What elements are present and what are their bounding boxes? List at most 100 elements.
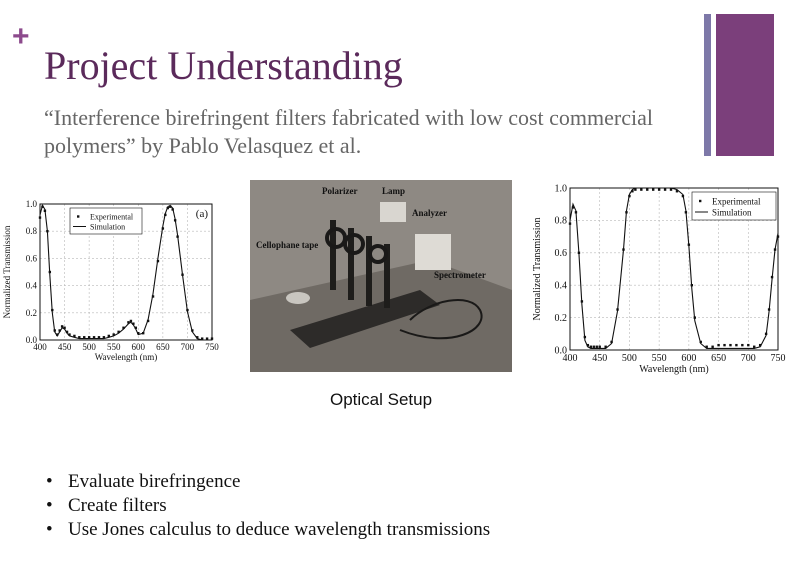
data-point-experimental [586, 343, 590, 347]
y-tick-label: 0.6 [555, 248, 568, 259]
photo-label-analyzer: Analyzer [412, 208, 447, 218]
left-transmission-chart: 400 450 500 550 600 650 700 750 0.0 0.2 0.4 0.6 0.8 1… [2, 196, 224, 366]
data-point-experimental [65, 330, 69, 334]
accent-bar-thin [704, 14, 711, 156]
data-point-experimental [210, 337, 214, 340]
data-point-experimental [598, 345, 601, 348]
chart-svg: 400 450 500 550 600 650 700 750 0.0 0.2 0.4 0.6 0.8 1… [532, 183, 786, 375]
data-point-experimental [137, 332, 140, 335]
y-tick-label: 1.0 [26, 199, 38, 209]
optical-setup-photo: Polarizer Lamp Analyzer Cellophane tape … [250, 180, 512, 372]
y-axis-label: Normalized Transmission [2, 225, 12, 318]
y-tick-label: 0.2 [555, 313, 568, 324]
x-axis-label: Wavelength (nm) [639, 364, 708, 375]
data-point-experimental [38, 216, 42, 219]
data-point-experimental [741, 343, 744, 347]
y-tick-label: 0.0 [26, 335, 38, 345]
data-point-experimental [717, 343, 720, 347]
x-tick-label: 700 [181, 342, 195, 352]
slide-title: Project Understanding [44, 43, 403, 88]
data-point-experimental [63, 326, 66, 329]
data-point-experimental [134, 326, 138, 329]
data-point-experimental [735, 343, 738, 347]
data-point-experimental [56, 333, 59, 336]
y-tick-label: 0.8 [26, 226, 38, 236]
data-point-experimental [595, 345, 598, 348]
data-point-experimental [663, 188, 667, 191]
x-tick-label: 600 [132, 342, 146, 352]
data-point-experimental [675, 190, 679, 193]
photo-label-lamp: Lamp [382, 186, 405, 196]
lamp-box [380, 202, 406, 222]
data-point-experimental [669, 188, 673, 191]
legend-label: Simulation [712, 207, 752, 217]
y-tick-label: 0.4 [555, 281, 568, 292]
panel-label: (a) [196, 208, 209, 220]
data-point-experimental [122, 326, 125, 329]
right-transmission-chart: 400 450 500 550 600 650 700 750 0.0 0.2 0.4 0.6 0.8 1… [530, 180, 788, 378]
photo-label-spectrometer: Spectrometer [434, 270, 486, 280]
legend-marker-experimental [77, 215, 80, 218]
data-point-experimental [705, 345, 708, 348]
bullet-item: • Evaluate birefringence [44, 470, 490, 494]
data-point-experimental [129, 319, 133, 323]
data-point-experimental [87, 336, 91, 339]
legend-label: Experimental [712, 196, 761, 206]
data-point-experimental [97, 336, 101, 339]
data-point-experimental [117, 330, 120, 334]
x-tick-label: 400 [33, 342, 47, 352]
x-tick-label: 700 [741, 353, 756, 364]
y-tick-label: 1.0 [555, 183, 568, 194]
data-point-experimental [758, 343, 762, 347]
x-tick-label: 550 [652, 353, 667, 364]
y-tick-label: 0.0 [555, 345, 568, 356]
plot-frame [569, 187, 779, 351]
x-tick-label: 450 [58, 342, 72, 352]
data-point-experimental [200, 337, 204, 340]
legend-box [691, 191, 777, 221]
data-point-experimental [205, 337, 209, 340]
bullet-item: • Create filters [44, 494, 490, 518]
data-point-experimental [92, 336, 96, 339]
x-tick-label: 650 [711, 353, 726, 364]
bullet-text: Create filters [68, 495, 167, 516]
data-point-experimental [83, 336, 86, 339]
data-point-experimental [592, 345, 595, 348]
legend-label: Simulation [90, 223, 125, 232]
data-point-experimental [127, 321, 130, 324]
data-point-experimental [646, 188, 649, 191]
slide-subtitle: “Interference birefringent filters fabri… [44, 105, 653, 158]
x-tick-label: 450 [592, 353, 607, 364]
data-point-experimental [169, 205, 172, 208]
legend-box [69, 207, 143, 235]
y-tick-label: 0.6 [26, 253, 38, 263]
plus-icon: + [12, 20, 30, 53]
series-line-simulation [569, 187, 779, 349]
data-point-experimental [723, 343, 726, 347]
data-point-experimental [68, 333, 71, 336]
photo-caption: Optical Setup [329, 390, 433, 409]
data-point-experimental [571, 206, 575, 209]
photo-label-cellophane: Cellophane tape [256, 240, 318, 250]
x-axis-label: Wavelength (nm) [95, 352, 158, 362]
data-point-experimental [652, 188, 655, 191]
bullet-dot: • [46, 495, 53, 516]
data-point-experimental [711, 345, 714, 348]
data-point-experimental [568, 222, 572, 225]
bullet-text: Use Jones calculus to deduce wavelength … [68, 519, 491, 540]
data-point-experimental [589, 345, 592, 348]
x-tick-label: 750 [771, 353, 786, 364]
photo-label-polarizer: Polarizer [322, 186, 357, 196]
x-tick-label: 400 [563, 353, 578, 364]
y-tick-label: 0.8 [555, 216, 568, 227]
bullet-text: Evaluate birefringence [68, 471, 241, 492]
data-point-experimental [776, 235, 780, 238]
x-tick-label: 600 [681, 353, 696, 364]
data-point-experimental [753, 345, 756, 348]
x-tick-label: 500 [622, 353, 637, 364]
data-point-experimental [196, 336, 199, 339]
x-tick-label: 500 [82, 342, 96, 352]
data-point-experimental [107, 334, 110, 338]
y-axis-label: Normalized Transmission [532, 217, 543, 320]
data-point-experimental [634, 188, 637, 191]
